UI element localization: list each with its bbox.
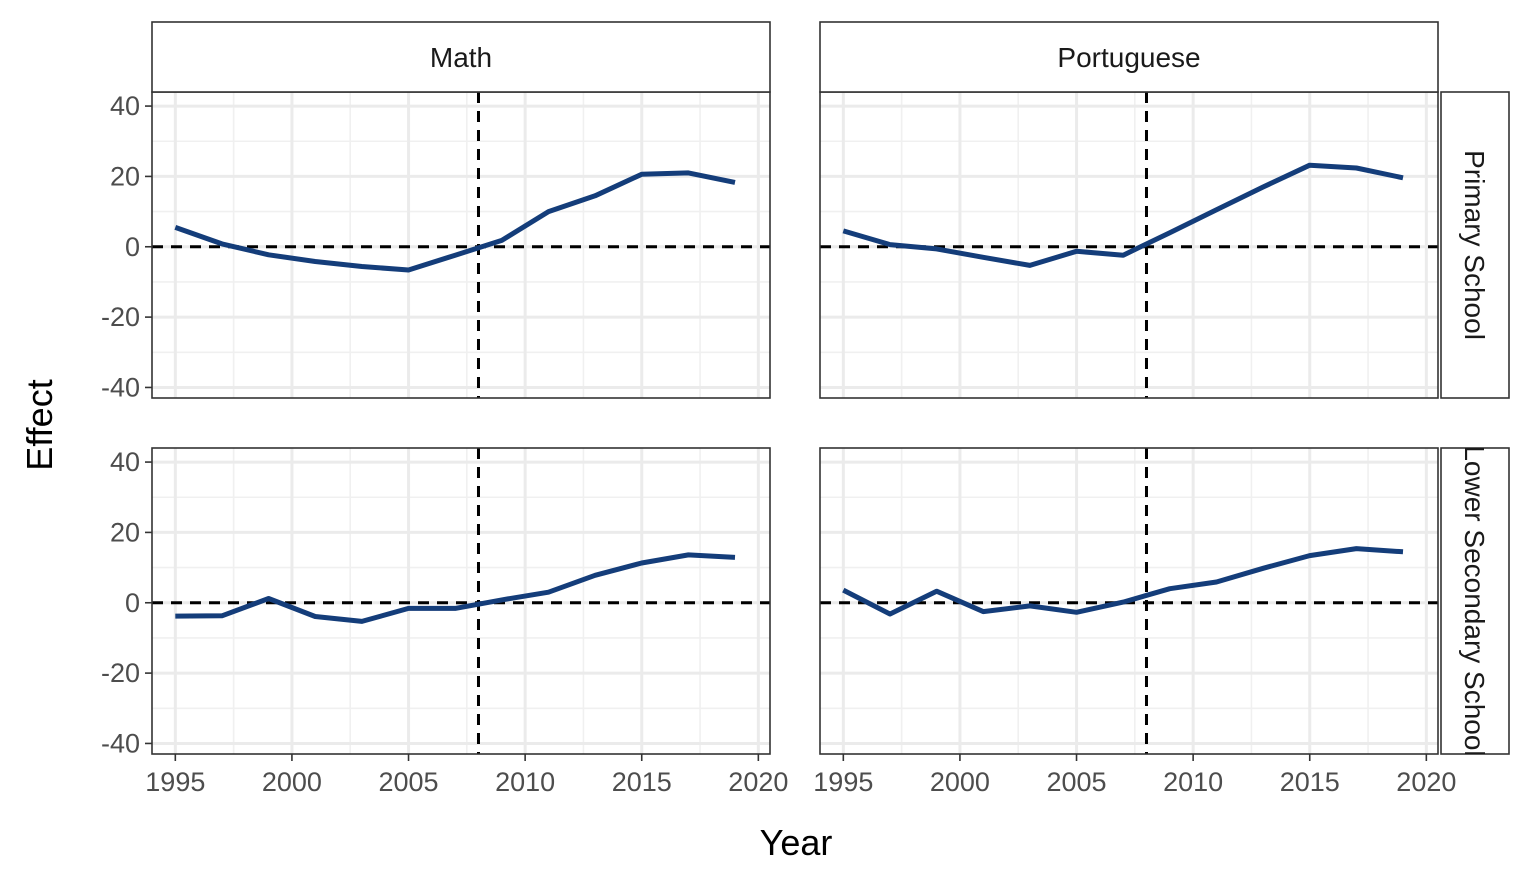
row-strip-label: Primary School <box>1459 150 1490 340</box>
y-axis-title: Effect <box>19 379 60 470</box>
series-line-math-primary-school <box>174 170 736 273</box>
x-tick-label: 2005 <box>1046 767 1106 797</box>
x-tick-label: 2000 <box>930 767 990 797</box>
series-line-portuguese-primary-school <box>842 162 1404 268</box>
row-strip-box <box>1440 91 1510 399</box>
row-strip-label-group: Lower Secondary School <box>1459 445 1490 756</box>
panel-r2-c1-border <box>151 447 771 755</box>
x-axis-title: Year <box>760 822 833 863</box>
x-tick-label: 2015 <box>612 767 672 797</box>
column-strip-label: Portuguese <box>1057 42 1200 73</box>
y-tick-label: 20 <box>110 161 140 191</box>
panel-backgrounds <box>152 92 1438 754</box>
series-line-portuguese-lower-secondary-school <box>842 546 1404 617</box>
x-tick-label: 2010 <box>1163 767 1223 797</box>
y-tick-label: 0 <box>125 588 140 618</box>
row-strip-label: Lower Secondary School <box>1459 445 1490 756</box>
panel-r2-c2-border <box>819 447 1439 755</box>
series-line-math-lower-secondary-school <box>175 552 736 624</box>
y-tick-label: -20 <box>101 658 140 688</box>
y-tick-label: 40 <box>110 447 140 477</box>
x-tick-label: 2020 <box>728 767 788 797</box>
column-strip-label: Math <box>430 42 492 73</box>
panel-r1-c2-background <box>820 92 1438 398</box>
x-tick-label: 2005 <box>378 767 438 797</box>
y-tick-label: -40 <box>101 728 140 758</box>
x-tick-label: 1995 <box>145 767 205 797</box>
y-tick-label: -20 <box>101 302 140 332</box>
y-tick-label: 40 <box>110 91 140 121</box>
x-tick-label: 2010 <box>495 767 555 797</box>
x-tick-label: 1995 <box>813 767 873 797</box>
x-tick-label: 2015 <box>1280 767 1340 797</box>
column-strip-box <box>151 21 771 93</box>
y-tick-label: 0 <box>125 232 140 262</box>
facet-strips: Math Portuguese Primary School Lower Second… <box>151 21 1510 756</box>
row-strip-box <box>1440 447 1510 755</box>
x-tick-label: 2020 <box>1396 767 1456 797</box>
column-strip-box <box>819 21 1439 93</box>
x-tick-label: 2000 <box>262 767 322 797</box>
series-lines <box>174 162 1404 624</box>
row-strip-label-group: Primary School <box>1459 150 1490 340</box>
panel-r1-c1-background <box>152 92 770 398</box>
y-tick-label: -40 <box>101 372 140 402</box>
y-tick-label: 20 <box>110 517 140 547</box>
